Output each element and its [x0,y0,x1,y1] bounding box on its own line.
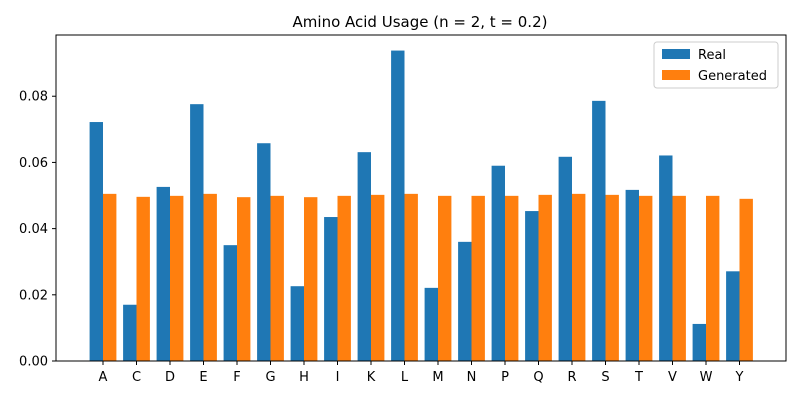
bar-real-D [156,186,170,361]
bar-real-Y [726,271,740,361]
legend-swatch-generated [662,70,690,80]
bar-real-E [190,104,204,362]
x-tick-label: K [367,370,376,385]
bar-generated-Q [538,194,552,361]
bar-generated-L [404,193,418,361]
bar-generated-V [672,195,686,361]
x-tick-label: I [336,370,340,385]
chart-title: Amino Acid Usage (n = 2, t = 0.2) [293,13,548,31]
bar-generated-Y [739,198,753,361]
bar-generated-A [103,193,117,361]
bar-generated-F [237,197,251,361]
bar-real-W [692,323,706,361]
y-axis-ticks: 0.00 0.02 0.04 0.06 0.08 [19,90,56,370]
bar-generated-W [706,195,720,361]
x-tick-label: N [467,370,477,385]
x-tick-label: A [99,370,108,385]
bar-generated-T [639,195,653,361]
x-tick-label: M [432,370,443,385]
bar-generated-K [371,194,385,361]
bar-generated-N [471,195,485,361]
bar-real-K [357,152,371,361]
x-tick-label: F [233,370,240,385]
plot-frame [55,34,787,362]
legend-label-generated: Generated [698,69,767,84]
bar-real-A [89,122,103,361]
bar-generated-G [270,195,284,361]
bar-generated-D [170,195,184,361]
bar-real-V [659,155,673,361]
legend-swatch-real [662,49,690,59]
bar-generated-M [438,195,452,361]
y-tick-label: 0.06 [19,156,48,171]
y-tick-label: 0.02 [19,288,48,303]
legend: Real Generated [653,41,779,89]
bar-real-T [625,189,639,361]
bar-real-R [558,156,572,361]
bar-real-L [391,50,405,362]
x-tick-label: V [668,370,677,385]
x-tick-label: E [199,370,207,385]
x-tick-label: L [401,370,409,385]
bar-real-S [592,100,606,362]
x-tick-label: C [132,370,141,385]
legend-label-real: Real [698,48,726,63]
bar-generated-E [203,193,217,361]
y-tick-label: 0.00 [19,355,48,370]
bar-generated-I [337,195,351,361]
bar-generated-H [304,197,318,361]
bars-layer [89,50,753,362]
x-tick-label: R [567,370,576,385]
bar-real-G [257,143,271,361]
bar-generated-C [136,196,150,361]
bar-generated-R [572,193,586,361]
x-tick-label: D [165,370,175,385]
bar-generated-P [505,195,519,361]
x-tick-label: P [501,370,509,385]
bar-real-M [424,287,438,361]
bar-real-N [458,241,472,361]
y-tick-label: 0.04 [19,222,48,237]
x-tick-label: T [634,370,643,385]
y-tick-label: 0.08 [19,90,48,105]
x-tick-label: Y [735,370,744,385]
bar-generated-S [605,194,619,361]
bar-real-F [223,245,237,361]
x-tick-label: H [299,370,309,385]
x-tick-label: S [601,370,609,385]
x-tick-label: W [700,370,713,385]
x-tick-label: G [265,370,275,385]
bar-real-P [491,165,505,361]
x-tick-label: Q [533,370,543,385]
bar-real-H [290,286,304,361]
bar-real-C [123,304,137,361]
bar-real-Q [525,211,539,361]
bar-real-I [324,217,338,361]
